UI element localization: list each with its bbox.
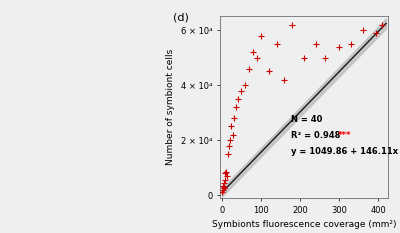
Y-axis label: Number of symbiont cells: Number of symbiont cells [166,49,175,165]
X-axis label: Symbionts fluorescence coverage (mm²): Symbionts fluorescence coverage (mm²) [212,220,396,229]
Text: N = 40: N = 40 [290,115,322,124]
Text: (d): (d) [173,13,189,23]
Text: R² = 0.948: R² = 0.948 [290,131,343,140]
Text: y = 1049.86 + 146.11x: y = 1049.86 + 146.11x [290,147,398,156]
Text: ***: *** [338,131,351,140]
